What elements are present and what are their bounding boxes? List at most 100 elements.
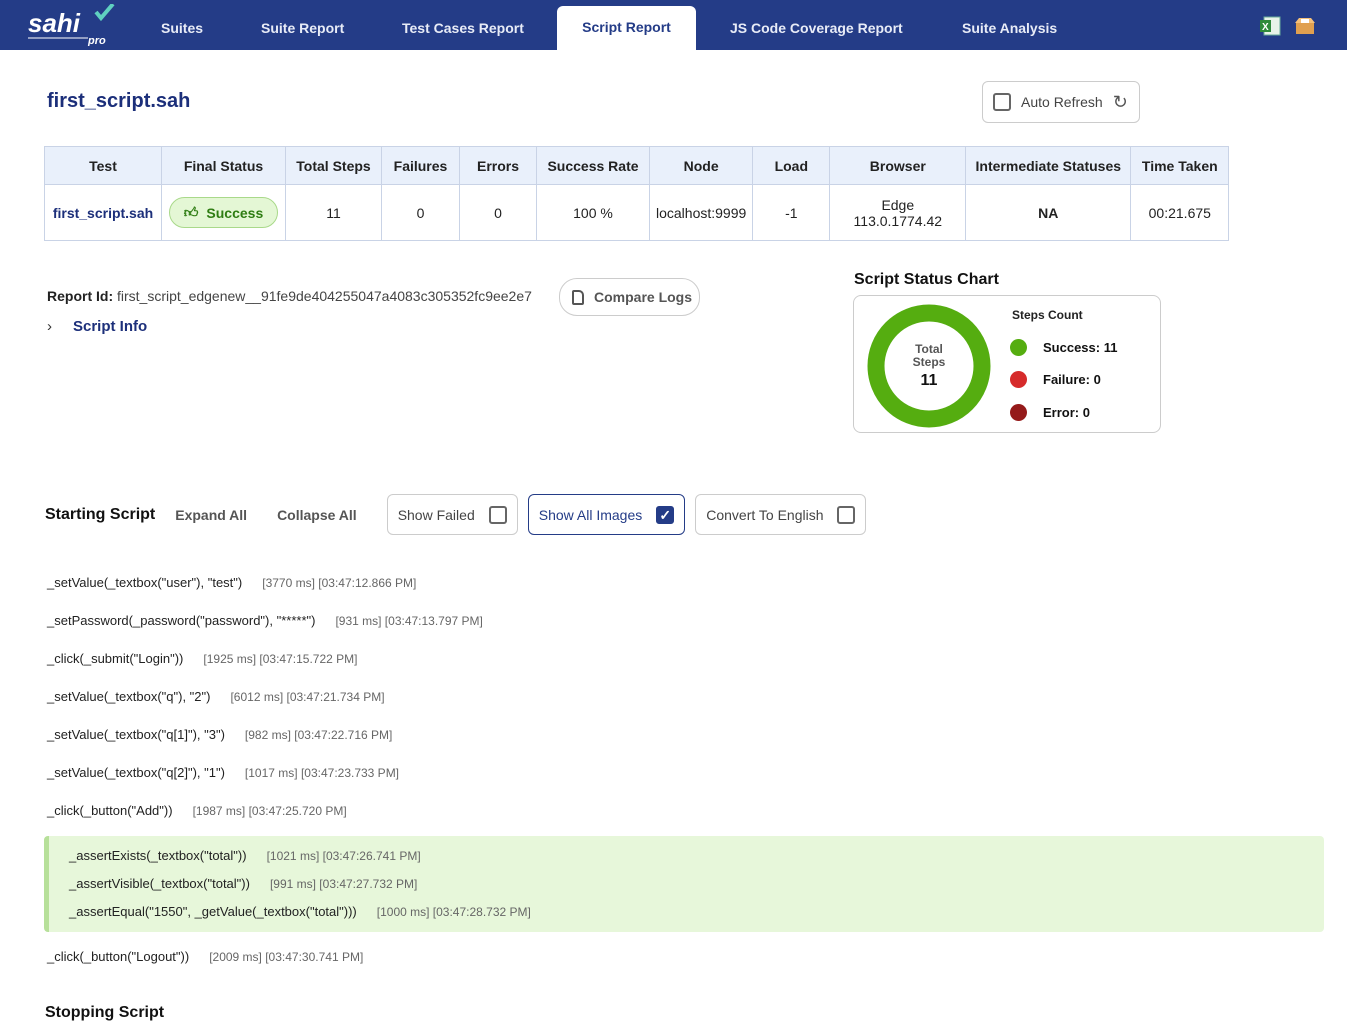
excel-icon[interactable]: X xyxy=(1259,16,1281,36)
convert-to-english-toggle[interactable]: Convert To English xyxy=(695,494,867,535)
legend-item-failure: Failure: 0 xyxy=(1010,371,1101,388)
sahi-pro-logo[interactable]: sahi pro xyxy=(26,4,118,46)
step-row[interactable]: _setValue(_textbox("user"), "test") [3770… xyxy=(47,575,416,590)
script-controls: Starting Script Expand All Collapse All … xyxy=(45,494,876,535)
col-header: Node xyxy=(648,146,754,185)
total-steps-cell: 11 xyxy=(285,184,382,241)
show-all-images-toggle[interactable]: Show All Images ✓ xyxy=(527,494,686,535)
step-command: _assertVisible(_textbox("total")) xyxy=(69,876,250,891)
tab-suite-report[interactable]: Suite Report xyxy=(261,20,345,36)
top-nav: sahi pro Suites Suite Report Test Cases … xyxy=(0,0,1347,50)
report-id-label: Report Id: xyxy=(47,288,114,304)
step-timing: [1000 ms] [03:47:28.732 PM] xyxy=(376,905,531,919)
svg-text:X: X xyxy=(1262,22,1269,33)
step-timing: [1925 ms] [03:47:15.722 PM] xyxy=(203,652,358,666)
step-timing: [982 ms] [03:47:22.716 PM] xyxy=(244,728,393,742)
tab-js-code-coverage-report[interactable]: JS Code Coverage Report xyxy=(730,20,903,36)
svg-text:sahi: sahi xyxy=(28,8,81,38)
step-command: _setValue(_textbox("q[1]"), "3") xyxy=(47,727,225,742)
refresh-icon: ↻ xyxy=(1112,91,1128,112)
compare-logs-button[interactable]: Compare Logs xyxy=(559,278,700,316)
step-timing: [1987 ms] [03:47:25.720 PM] xyxy=(192,804,347,818)
legend-dot xyxy=(1010,339,1027,356)
step-row[interactable]: _assertExists(_textbox("total")) [1021 ms… xyxy=(69,848,421,863)
step-timing: [1017 ms] [03:47:23.733 PM] xyxy=(244,766,400,780)
legend-label: Failure: 0 xyxy=(1043,372,1101,387)
step-row[interactable]: _setPassword(_password("password"), "***… xyxy=(47,613,483,628)
legend-label: Success: 11 xyxy=(1043,340,1118,355)
browser-cell: Edge 113.0.1774.42 xyxy=(829,184,967,241)
col-header: Time Taken xyxy=(1130,146,1230,185)
step-row[interactable]: _assertVisible(_textbox("total")) [991 ms… xyxy=(69,876,417,891)
step-timing: [6012 ms] [03:47:21.734 PM] xyxy=(230,690,385,704)
step-command: _click(_submit("Login")) xyxy=(47,651,184,666)
node-cell: localhost:9999 xyxy=(648,184,754,241)
step-command: _setValue(_textbox("q[2]"), "1") xyxy=(47,765,225,780)
report-id: Report Id: first_script_edgenew__91fe9de… xyxy=(47,288,532,304)
show-failed-checkbox[interactable] xyxy=(488,505,507,524)
package-icon[interactable] xyxy=(1294,16,1316,36)
step-command: _assertEqual("1550", _getValue(_textbox(… xyxy=(69,904,357,919)
col-header: Total Steps xyxy=(285,146,382,185)
legend-item-success: Success: 11 xyxy=(1010,339,1117,356)
show-failed-toggle[interactable]: Show Failed xyxy=(386,494,518,535)
step-row[interactable]: _click(_button("Logout")) [2009 ms] [03:4… xyxy=(47,949,363,964)
legend-dot xyxy=(1010,371,1027,388)
intermediate-statuses-cell: NA xyxy=(965,184,1132,241)
center-label: Steps xyxy=(912,355,946,369)
step-command: _click(_button("Logout")) xyxy=(47,949,190,964)
col-header: Intermediate Statuses xyxy=(965,146,1132,185)
collapse-all-link[interactable]: Collapse All xyxy=(277,506,357,523)
script-info-label: Script Info xyxy=(73,318,148,335)
step-row[interactable]: _setValue(_textbox("q[1]"), "3") [982 ms]… xyxy=(47,727,392,742)
script-status-chart: Total Steps 11 Steps Count Success: 11 F… xyxy=(853,295,1161,433)
step-timing: [991 ms] [03:47:27.732 PM] xyxy=(269,877,418,891)
script-summary-table: Test Final Status Total Steps Failures E… xyxy=(44,146,1230,241)
col-header: Test xyxy=(44,146,162,185)
file-icon xyxy=(572,289,584,305)
step-row[interactable]: _assertEqual("1550", _getValue(_textbox(… xyxy=(69,904,531,919)
starting-script-heading: Starting Script xyxy=(45,505,156,523)
step-command: _setValue(_textbox("user"), "test") xyxy=(47,575,243,590)
show-all-images-label: Show All Images xyxy=(538,506,643,523)
step-row[interactable]: _setValue(_textbox("q[2]"), "1") [1017 ms… xyxy=(47,765,399,780)
script-info-toggle[interactable]: › Script Info xyxy=(47,318,147,335)
page-title: first_script.sah xyxy=(47,90,191,112)
auto-refresh-checkbox[interactable] xyxy=(993,93,1011,111)
col-header: Browser xyxy=(829,146,967,185)
auto-refresh-toggle[interactable]: Auto Refresh ↻ xyxy=(982,81,1140,123)
chevron-right-icon: › xyxy=(47,318,52,335)
final-status-cell: 👍︎ Success xyxy=(161,184,286,241)
col-header: Load xyxy=(752,146,831,185)
convert-to-english-checkbox[interactable] xyxy=(837,505,856,524)
tab-script-report[interactable]: Script Report xyxy=(557,6,696,50)
step-timing: [3770 ms] [03:47:12.866 PM] xyxy=(262,576,417,590)
step-timing: [931 ms] [03:47:13.797 PM] xyxy=(335,614,483,628)
expand-all-link[interactable]: Expand All xyxy=(175,506,248,523)
step-row[interactable]: _click(_submit("Login")) [1925 ms] [03:47… xyxy=(47,651,358,666)
errors-cell: 0 xyxy=(459,184,537,241)
step-row[interactable]: _click(_button("Add")) [1987 ms] [03:47:2… xyxy=(47,803,347,818)
thumbs-up-icon: 👍︎ xyxy=(183,204,199,220)
donut-center: Total Steps 11 xyxy=(894,343,964,389)
show-failed-label: Show Failed xyxy=(397,506,475,523)
legend-item-error: Error: 0 xyxy=(1010,404,1090,421)
time-taken-cell: 00:21.675 xyxy=(1130,184,1230,241)
tab-test-cases-report[interactable]: Test Cases Report xyxy=(402,20,524,36)
legend-dot xyxy=(1010,404,1027,421)
failures-cell: 0 xyxy=(381,184,460,241)
assertion-group xyxy=(44,836,1324,932)
center-total: 11 xyxy=(920,372,938,389)
convert-to-english-label: Convert To English xyxy=(706,506,824,523)
step-row[interactable]: _setValue(_textbox("q"), "2") [6012 ms] [… xyxy=(47,689,385,704)
tab-suites[interactable]: Suites xyxy=(161,20,204,36)
tab-suite-analysis[interactable]: Suite Analysis xyxy=(962,20,1058,36)
show-all-images-checkbox[interactable]: ✓ xyxy=(656,505,675,524)
step-timing: [2009 ms] [03:47:30.741 PM] xyxy=(209,950,364,964)
status-text: Success xyxy=(206,204,264,221)
col-header: Success Rate xyxy=(536,146,650,185)
step-command: _assertExists(_textbox("total")) xyxy=(69,848,247,863)
report-id-value: first_script_edgenew__91fe9de404255047a4… xyxy=(117,288,532,304)
test-name-link[interactable]: first_script.sah xyxy=(44,184,162,241)
legend-label: Error: 0 xyxy=(1043,405,1090,420)
